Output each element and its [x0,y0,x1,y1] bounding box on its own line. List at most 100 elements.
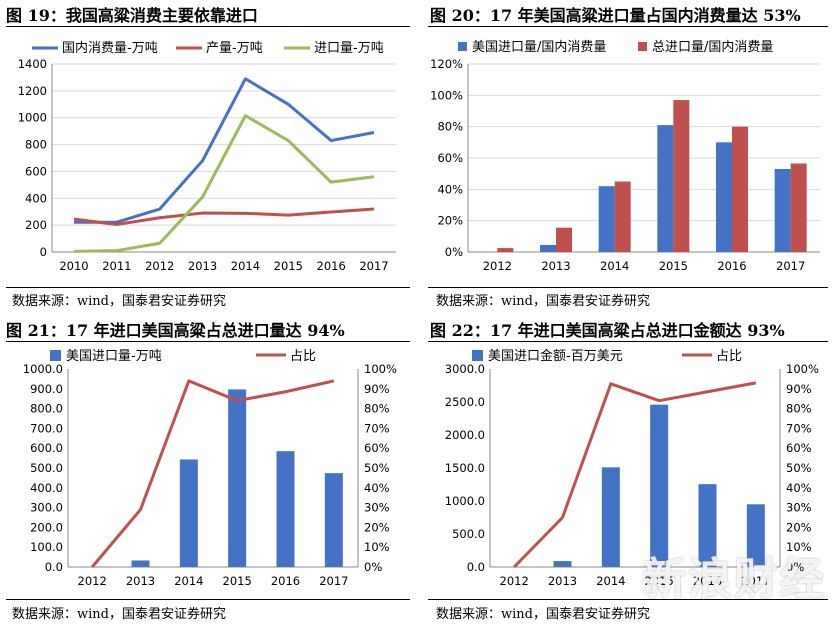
figure-19-top-rule [6,26,410,27]
y-tick-label: 200 [25,218,47,232]
bar [657,125,674,252]
y-right-tick-label: 10% [364,540,390,554]
y-left-tick-label: 2000.0 [445,428,485,442]
bar [556,227,572,252]
y-right-tick-label: 90% [786,382,812,396]
y-tick-label: 800 [25,138,47,152]
bar [324,473,343,567]
x-tick-label: 2011 [102,259,131,273]
x-tick-label: 2014 [174,574,203,588]
figure-21-top-rule [6,341,410,342]
y-tick-label: 1400 [18,57,47,71]
bar [598,186,615,252]
figure-19-bottom-rule [6,287,410,288]
y-right-tick-label: 0% [786,560,804,574]
bar [673,100,690,253]
y-right-tick-label: 80% [786,402,812,416]
y-right-tick-label: 70% [364,421,390,435]
figure-19-source: 数据来源：wind，国泰君安证券研究 [12,294,226,309]
y-left-tick-label: 1000.0 [23,362,63,376]
y-left-tick-label: 800.0 [30,402,63,416]
legend-label: 进口量-万吨 [314,41,384,56]
figure-19-title: 图 19：我国高粱消费主要依靠进口 [6,6,258,25]
bar [540,244,556,252]
y-right-tick-label: 60% [364,441,390,455]
legend-label: 占比 [290,349,316,364]
bar [716,142,732,252]
x-tick-label: 2013 [541,259,570,273]
y-tick-label: 20% [437,214,463,228]
y-right-tick-label: 90% [364,382,390,396]
y-right-tick-label: 70% [786,421,812,435]
y-right-tick-label: 20% [786,520,812,534]
y-right-tick-label: 0% [364,560,382,574]
y-left-tick-label: 900.0 [30,382,63,396]
bar [650,404,669,567]
bar [790,163,807,252]
figure-20-bottom-rule [428,287,828,288]
bar [276,451,295,567]
x-tick-label: 2014 [600,259,629,273]
bar [732,126,748,252]
figure-20-chart: 0% 20% 40% 60% 80% 100% 120% 美国进口量/国内消费量 总进口量/国内… [430,39,820,273]
y-right-tick-label: 20% [364,520,390,534]
legend-label: 美国进口金额-百万美元 [488,348,623,364]
y-tick-label: 1200 [18,84,47,98]
x-tick-label: 2015 [659,259,688,273]
x-tick-label: 2012 [78,574,107,588]
figure-20-title: 图 20：17 年美国高粱进口量占国内消费量达 53% [430,6,801,25]
y-left-tick-label: 300.0 [30,501,63,515]
y-left-tick-label: 200.0 [30,520,63,534]
legend-label: 美国进口量/国内消费量 [472,39,606,55]
y-right-tick-label: 50% [364,461,390,475]
x-tick-label: 2014 [596,574,625,588]
legend-label: 国内消费量-万吨 [62,40,158,56]
bar [746,504,765,567]
x-tick-label: 2012 [500,574,529,588]
y-left-tick-label: 400.0 [30,481,63,495]
y-left-tick-label: 1000.0 [445,494,485,508]
watermark-logo: 新浪财经 [642,554,826,605]
x-tick-label: 2013 [548,574,577,588]
y-tick-label: 40% [437,182,463,196]
figure-22-title: 图 22：17 年进口美国高粱占总进口金额达 93% [430,321,785,340]
x-tick-label: 2017 [741,574,770,588]
y-left-tick-label: 2500.0 [445,395,485,409]
x-tick-label: 2013 [126,574,155,588]
legend-swatch [458,42,467,51]
figure-20-source: 数据来源：wind，国泰君安证券研究 [436,294,650,309]
legend-swatch [638,42,647,51]
y-left-tick-label: 1500.0 [445,461,485,475]
y-left-tick-label: 100.0 [30,540,63,554]
y-right-tick-label: 30% [364,501,390,515]
y-right-tick-label: 40% [364,481,390,495]
legend-label: 产量-万吨 [206,41,263,56]
x-tick-label: 2015 [274,259,303,273]
y-right-tick-label: 100% [786,362,819,376]
figure-21-title: 图 21：17 年进口美国高粱占总进口量达 94% [6,321,345,340]
figure-21-source: 数据来源：wind，国泰君安证券研究 [12,607,226,622]
y-tick-label: 60% [437,151,463,165]
x-tick-label: 2017 [319,574,348,588]
figure-22-bottom-rule [428,599,828,600]
legend-label: 总进口量/国内消费量 [652,39,773,55]
figure-22-source: 数据来源：wind，国泰君安证券研究 [436,607,650,622]
y-right-tick-label: 30% [786,501,812,515]
bar [553,561,572,567]
y-left-tick-label: 0.0 [467,560,485,574]
series-line [73,114,375,253]
legend-label: 占比 [716,349,742,364]
x-tick-label: 2016 [271,574,300,588]
legend-label: 美国进口量-万吨 [66,349,162,364]
y-left-tick-label: 600.0 [30,441,63,455]
bar [131,560,150,567]
bar [774,168,791,252]
y-tick-label: 400 [25,191,47,205]
figure-22-chart: 0.0 500.0 1000.0 1500.0 2000.0 2500.0 3000.0 0%… [445,348,819,588]
y-right-tick-label: 10% [786,540,812,554]
share-line [91,379,335,568]
bar [228,389,247,567]
bar [698,484,717,567]
legend-swatch [472,350,483,361]
legend-swatch [50,350,61,361]
